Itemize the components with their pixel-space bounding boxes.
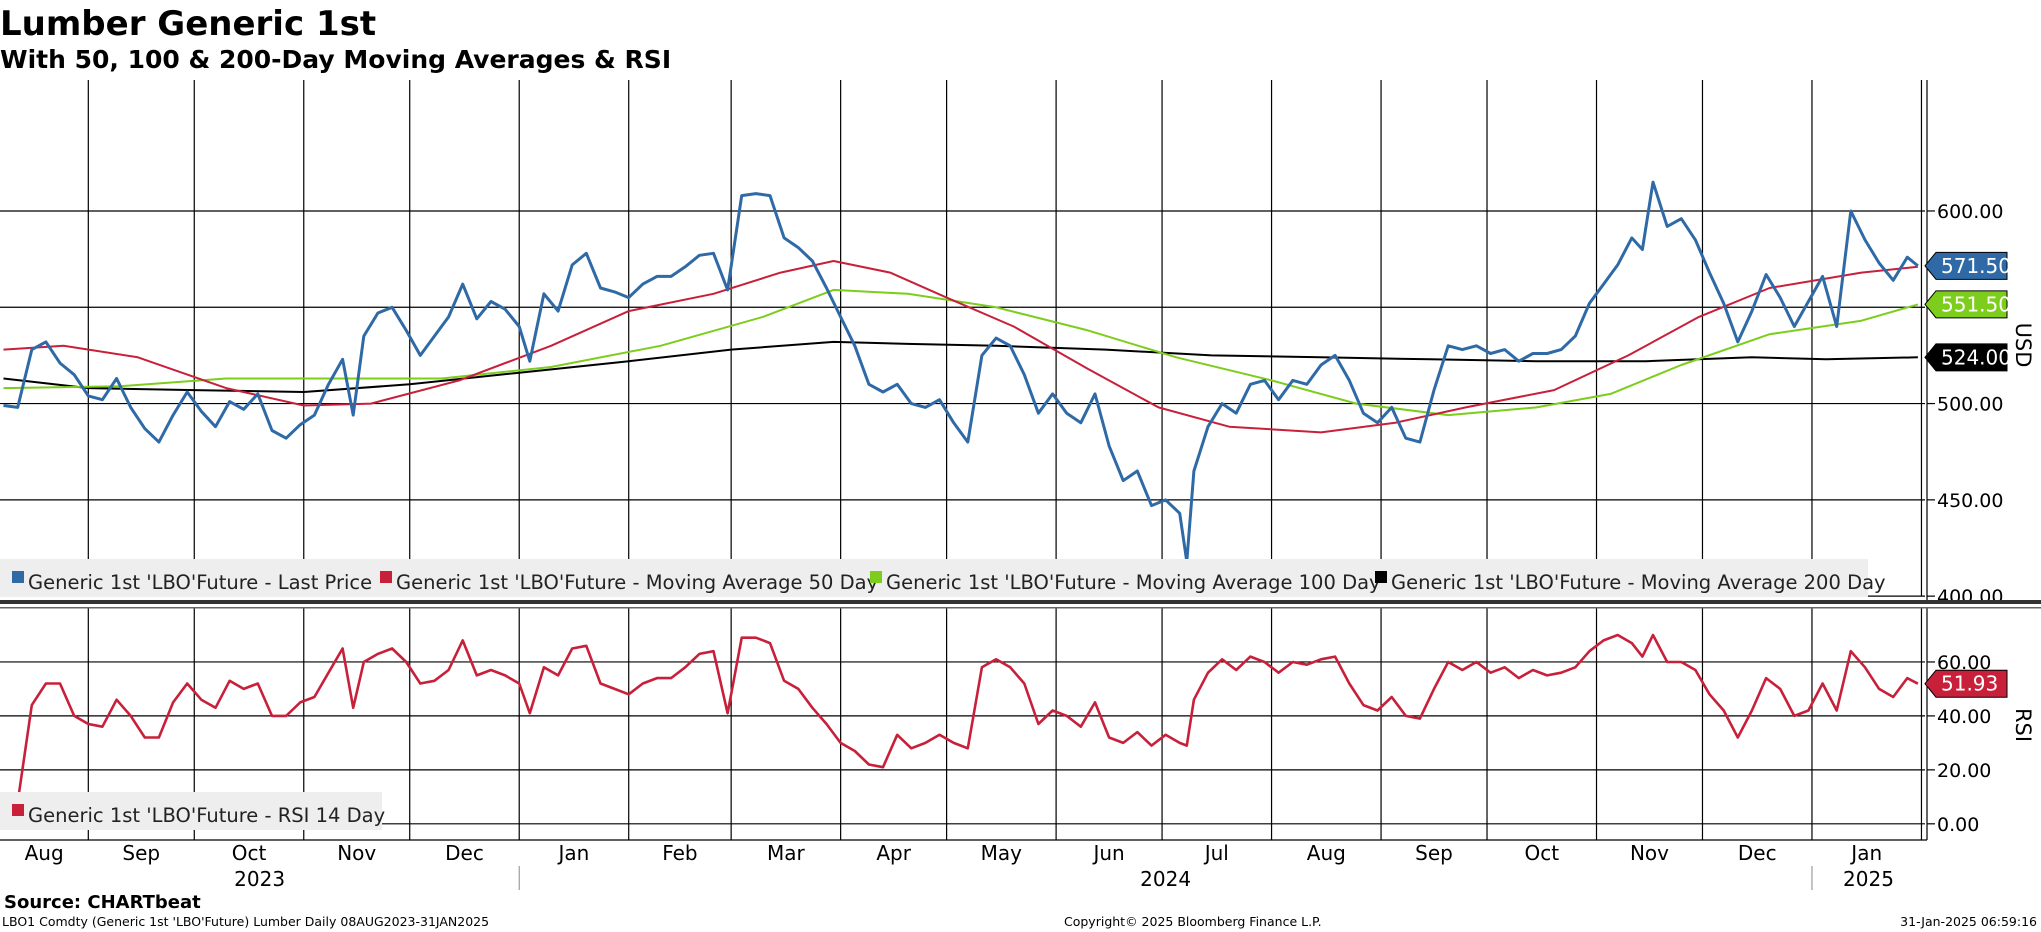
usd-axis-label: USD xyxy=(2011,323,2035,368)
month-label: Aug xyxy=(1307,841,1346,865)
legend-label: Generic 1st 'LBO'Future - Moving Average… xyxy=(1391,571,1886,594)
year-label: 2025 xyxy=(1843,867,1894,891)
legend-swatch xyxy=(870,571,882,583)
month-label: Oct xyxy=(232,841,267,865)
month-label: Sep xyxy=(122,841,160,865)
rsi-tick-label: 20.00 xyxy=(1937,760,1991,782)
price-tick-label: 450.00 xyxy=(1937,490,2003,512)
month-label: May xyxy=(981,841,1023,865)
ma100-tag-label: 551.50 xyxy=(1941,292,2011,316)
legend-swatch xyxy=(380,571,392,583)
chart-title: Lumber Generic 1st xyxy=(0,4,376,44)
price-tick-label: 500.00 xyxy=(1937,394,2003,416)
ma50-line xyxy=(3,260,1919,434)
chart-subtitle: With 50, 100 & 200-Day Moving Averages &… xyxy=(0,45,671,74)
rsi-legend-label: Generic 1st 'LBO'Future - RSI 14 Day xyxy=(28,804,385,827)
month-label: Nov xyxy=(337,841,376,865)
rsi-legend: Generic 1st 'LBO'Future - RSI 14 Day xyxy=(0,792,385,830)
rsi-axis-label: RSI xyxy=(2011,708,2035,742)
ma100-line xyxy=(3,288,1919,417)
last-value-tags: 571.50 551.50 524.00 51.93 xyxy=(1924,251,2011,698)
main-panel-series xyxy=(3,180,1919,563)
legend-label: Generic 1st 'LBO'Future - Last Price xyxy=(28,571,372,594)
rsi-panel-y-axis: 0.00 20.00 40.00 60.00 xyxy=(1926,608,1991,840)
month-label: Mar xyxy=(767,841,806,865)
source-note: Source: CHARTbeat xyxy=(4,892,201,913)
panel-divider-thin xyxy=(0,607,2041,609)
ma200-tag-label: 524.00 xyxy=(1941,345,2011,369)
price-tick-label: 600.00 xyxy=(1937,201,2003,223)
month-label: Feb xyxy=(662,841,697,865)
last-price-tag-box xyxy=(1924,251,2008,280)
ma200-line xyxy=(3,340,1918,393)
month-label: Oct xyxy=(1524,841,1559,865)
rsi-tick-label: 0.00 xyxy=(1937,814,1979,836)
legend-swatch xyxy=(12,571,24,583)
ma100-tag-box xyxy=(1924,290,2008,319)
footer-left: LBO1 Comdty (Generic 1st 'LBO'Future) Lu… xyxy=(2,914,489,929)
month-label: Sep xyxy=(1415,841,1453,865)
month-label: Jul xyxy=(1203,841,1229,865)
rsi-tick-label: 40.00 xyxy=(1937,706,1991,728)
rsi-legend-swatch xyxy=(12,804,24,816)
month-label: Apr xyxy=(876,841,911,865)
rsi-tick-label: 60.00 xyxy=(1937,652,1991,674)
month-label: Aug xyxy=(25,841,64,865)
month-label: Jun xyxy=(1091,841,1124,865)
price-tick-label: 400.00 xyxy=(1937,586,2003,608)
time-axis: Aug Sep Oct Nov Dec Jan Feb Mar Apr May Jun Jul Aug S… xyxy=(25,841,1894,891)
year-label: 2024 xyxy=(1140,867,1191,891)
rsi-line xyxy=(3,633,1919,804)
month-label: Dec xyxy=(1738,841,1777,865)
legend-label: Generic 1st 'LBO'Future - Moving Average… xyxy=(396,571,878,594)
rsi-panel-series xyxy=(3,633,1919,804)
year-label: 2023 xyxy=(234,867,285,891)
last-price-line xyxy=(3,180,1919,563)
legend-swatch xyxy=(1375,571,1387,583)
month-label: Jan xyxy=(1849,841,1882,865)
month-label: Jan xyxy=(557,841,590,865)
rsi-tag-box xyxy=(1924,669,2008,698)
footer-center: Copyright© 2025 Bloomberg Finance L.P. xyxy=(1064,914,1322,929)
month-label: Dec xyxy=(445,841,484,865)
legend-label: Generic 1st 'LBO'Future - Moving Average… xyxy=(886,571,1381,594)
main-panel-grid xyxy=(0,80,1925,597)
last-price-tag-label: 571.50 xyxy=(1941,254,2011,278)
main-legend: Generic 1st 'LBO'Future - Last Price Gene… xyxy=(0,559,1886,597)
ma200-tag-box xyxy=(1924,343,2008,372)
panel-divider xyxy=(0,600,2041,604)
rsi-tag-label: 51.93 xyxy=(1941,672,1998,696)
footer-right: 31-Jan-2025 06:59:16 xyxy=(1900,914,2037,929)
month-label: Nov xyxy=(1630,841,1669,865)
